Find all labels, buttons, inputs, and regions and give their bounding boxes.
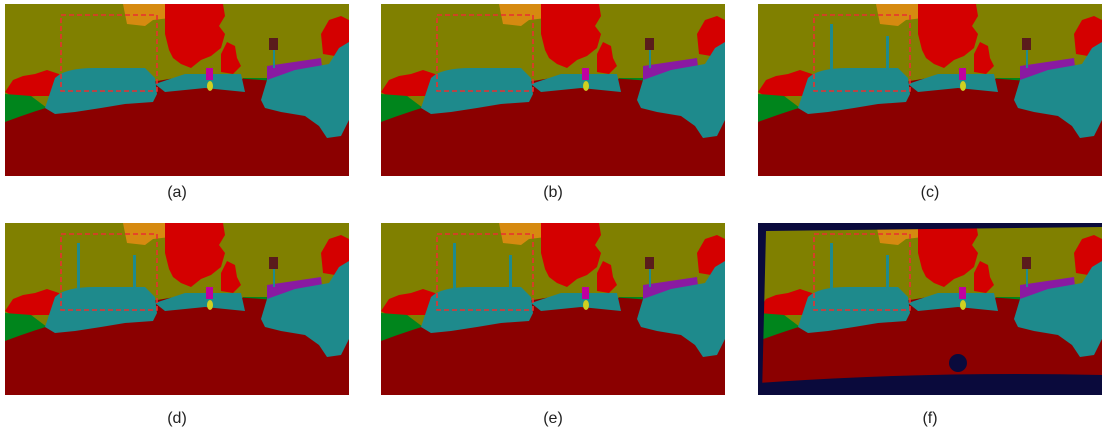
tree-region: [697, 16, 725, 56]
caption-e: (e): [543, 410, 563, 427]
tree-region: [597, 261, 617, 293]
building-region: [499, 223, 546, 245]
highlight-box: [60, 233, 158, 311]
tree-region: [974, 261, 994, 293]
highlight-box: [436, 14, 534, 92]
yellow-object: [583, 300, 589, 310]
sign-pole: [273, 50, 275, 68]
caption-c: (c): [920, 184, 940, 201]
car-region: [1014, 42, 1102, 138]
traffic-sign: [269, 38, 278, 50]
tree-region: [1074, 235, 1102, 275]
highlight-box: [813, 14, 911, 92]
car-region: [531, 293, 621, 311]
sign-pole: [649, 269, 651, 287]
traffic-sign: [269, 257, 278, 269]
pole: [77, 243, 80, 301]
sign-pole: [273, 269, 275, 287]
tree-region: [165, 4, 225, 68]
tree-region: [697, 235, 725, 275]
car-region: [155, 74, 245, 92]
tree-region: [5, 289, 65, 317]
sign-pole: [1026, 50, 1028, 68]
tree-region: [381, 289, 441, 317]
sign-pole: [649, 50, 651, 68]
void-region: [758, 374, 1102, 395]
pole: [830, 243, 833, 301]
tree-region: [221, 42, 241, 74]
pole: [830, 24, 833, 82]
caption-a: (a): [167, 184, 187, 201]
person-region: [206, 287, 213, 299]
pole: [133, 255, 136, 301]
tree-region: [918, 4, 978, 68]
car-region: [908, 293, 998, 311]
caption-d: (d): [167, 410, 187, 427]
building-region: [123, 4, 170, 26]
tree-region: [918, 223, 978, 287]
pole: [886, 36, 889, 82]
tree-region: [381, 70, 441, 98]
traffic-sign: [645, 38, 654, 50]
tree-region: [221, 261, 241, 293]
tree-region: [758, 289, 818, 317]
void-region: [949, 354, 967, 372]
tree-region: [5, 70, 65, 98]
tree-region: [758, 70, 818, 98]
highlight-box: [60, 14, 158, 92]
highlight-box: [436, 233, 534, 311]
tree-region: [165, 223, 225, 287]
car-region: [531, 74, 621, 92]
segmentation-panel-b: [381, 4, 725, 176]
tree-region: [974, 42, 994, 74]
car-region: [908, 74, 998, 92]
yellow-object: [960, 300, 966, 310]
tree-region: [541, 223, 601, 287]
segmentation-panel-e: [381, 223, 725, 395]
car-region: [261, 42, 349, 138]
building-region: [123, 223, 170, 245]
person-region: [959, 68, 966, 80]
building-region: [876, 4, 923, 26]
traffic-sign: [1022, 257, 1031, 269]
pole: [453, 243, 456, 301]
car-region: [1014, 261, 1102, 357]
yellow-object: [207, 300, 213, 310]
person-region: [582, 287, 589, 299]
yellow-object: [207, 81, 213, 91]
segmentation-panel-c: [758, 4, 1102, 176]
tree-region: [321, 16, 349, 56]
traffic-sign: [1022, 38, 1031, 50]
traffic-sign: [645, 257, 654, 269]
tree-region: [321, 235, 349, 275]
tree-region: [597, 42, 617, 74]
car-region: [637, 261, 725, 357]
yellow-object: [960, 81, 966, 91]
tree-region: [541, 4, 601, 68]
caption-f: (f): [922, 410, 938, 427]
highlight-box: [813, 233, 911, 311]
person-region: [959, 287, 966, 299]
segmentation-panel-f: [758, 223, 1102, 395]
car-region: [261, 261, 349, 357]
segmentation-panel-a: [5, 4, 349, 176]
building-region: [499, 4, 546, 26]
car-region: [155, 293, 245, 311]
person-region: [582, 68, 589, 80]
pole: [886, 255, 889, 301]
yellow-object: [583, 81, 589, 91]
segmentation-panel-d: [5, 223, 349, 395]
pole: [509, 255, 512, 301]
person-region: [206, 68, 213, 80]
car-region: [637, 42, 725, 138]
tree-region: [1074, 16, 1102, 56]
sign-pole: [1026, 269, 1028, 287]
caption-b: (b): [543, 184, 563, 201]
